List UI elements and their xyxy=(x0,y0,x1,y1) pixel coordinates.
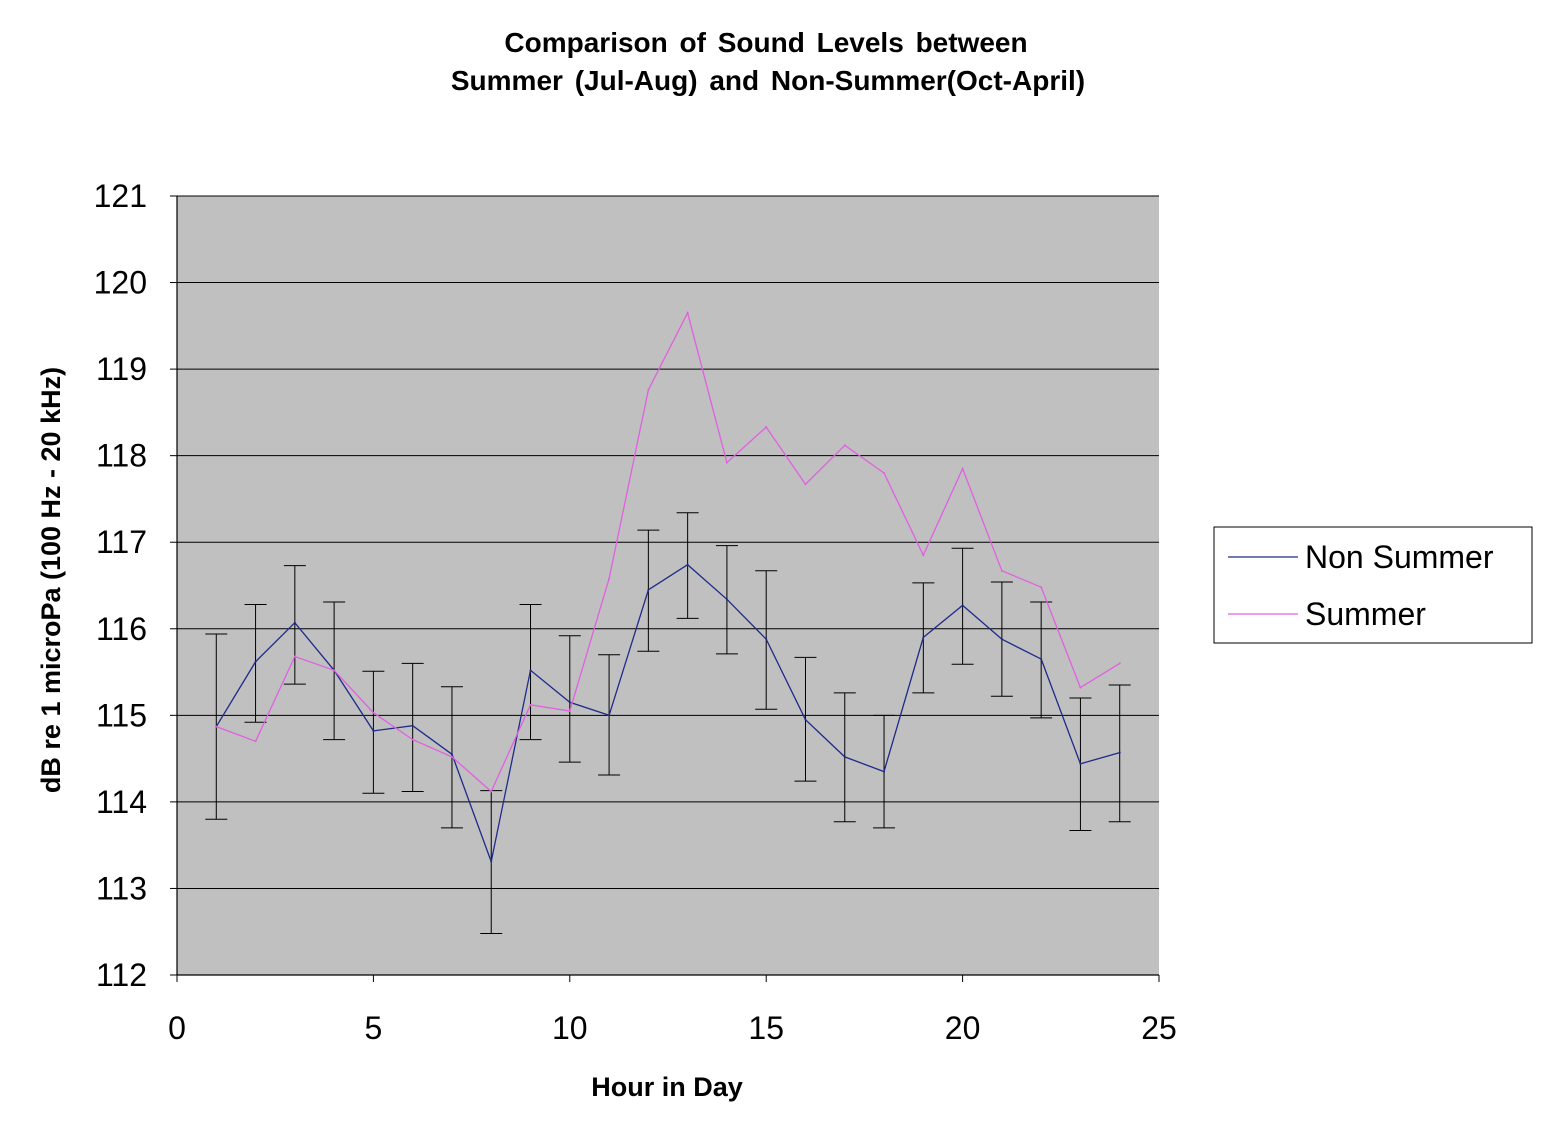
data-point xyxy=(608,714,611,717)
data-point xyxy=(529,703,532,706)
data-point xyxy=(686,311,689,314)
data-point xyxy=(1079,762,1082,765)
error-bar xyxy=(401,662,424,793)
data-point xyxy=(804,483,807,486)
y-tick-label: 112 xyxy=(96,957,147,993)
gridlines xyxy=(177,195,1159,889)
data-point xyxy=(411,738,414,741)
data-point xyxy=(843,444,846,447)
data-point xyxy=(1040,586,1043,589)
data-point xyxy=(490,790,493,793)
y-tick-label: 115 xyxy=(96,697,147,733)
data-point xyxy=(293,655,296,658)
data-point xyxy=(568,701,571,704)
data-point xyxy=(961,467,964,470)
data-point xyxy=(765,426,768,429)
chart-title-line1: Comparison of Sound Levels between xyxy=(504,27,1027,58)
data-point xyxy=(1118,662,1121,665)
x-tick-label: 5 xyxy=(365,1010,383,1046)
data-point xyxy=(843,755,846,758)
series-lines xyxy=(215,310,1121,864)
data-point xyxy=(922,554,925,557)
series-line-summer xyxy=(216,310,1121,793)
chart-title-line2: Summer (Jul-Aug) and Non-Summer(Oct-Apri… xyxy=(451,65,1085,96)
data-point xyxy=(372,711,375,714)
data-point xyxy=(608,577,611,580)
y-tick-label: 119 xyxy=(96,351,147,387)
data-point xyxy=(450,755,453,758)
y-tick-label: 120 xyxy=(94,265,147,301)
data-point xyxy=(804,718,807,721)
legend-box xyxy=(1213,526,1533,644)
error-bar xyxy=(244,604,267,723)
data-point xyxy=(1000,569,1003,572)
legend: Non Summer Summer xyxy=(1213,526,1533,644)
x-tick-label: 15 xyxy=(748,1010,784,1046)
data-point xyxy=(215,725,218,728)
x-tick-label: 20 xyxy=(945,1010,981,1046)
data-point xyxy=(1079,686,1082,689)
data-point xyxy=(647,388,650,391)
data-point xyxy=(883,770,886,773)
data-point xyxy=(922,636,925,639)
data-point xyxy=(450,753,453,756)
x-axis-title: Hour in Day xyxy=(591,1072,743,1102)
data-point xyxy=(1000,638,1003,641)
data-point xyxy=(529,669,532,672)
data-point xyxy=(1118,751,1121,754)
axes xyxy=(170,195,1160,982)
y-tick-label: 114 xyxy=(96,784,147,820)
data-point xyxy=(647,588,650,591)
data-point xyxy=(372,729,375,732)
error-bar xyxy=(283,565,306,685)
data-point xyxy=(411,724,414,727)
data-point xyxy=(254,660,257,663)
data-point xyxy=(568,710,571,713)
data-point xyxy=(333,669,336,672)
x-tick-labels: 0 5 10 15 20 25 xyxy=(168,1010,1177,1046)
data-point xyxy=(883,471,886,474)
legend-label-non-summer: Non Summer xyxy=(1305,539,1494,575)
error-bar xyxy=(362,670,385,794)
y-tick-label: 118 xyxy=(96,438,147,474)
y-axis-title: dB re 1 microPa (100 Hz - 20 kHz) xyxy=(36,367,66,793)
data-point xyxy=(1040,658,1043,661)
data-point xyxy=(725,461,728,464)
x-tick-label: 25 xyxy=(1141,1010,1177,1046)
y-tick-label: 121 xyxy=(94,178,147,214)
y-tick-label: 113 xyxy=(96,870,147,906)
y-tick-label: 117 xyxy=(96,524,147,560)
data-point xyxy=(765,638,768,641)
data-point xyxy=(961,604,964,607)
data-point xyxy=(686,563,689,566)
data-point xyxy=(725,598,728,601)
x-tick-label: 10 xyxy=(552,1010,588,1046)
plot-area xyxy=(177,196,1159,975)
data-point xyxy=(293,621,296,624)
legend-label-summer: Summer xyxy=(1305,596,1426,632)
error-bar xyxy=(558,635,581,763)
series-line-non-summer xyxy=(215,563,1120,864)
data-point xyxy=(490,860,493,863)
data-point xyxy=(254,740,257,743)
x-tick-label: 0 xyxy=(168,1010,186,1046)
y-tick-labels: 112 113 114 115 116 117 118 119 120 121 xyxy=(94,178,147,993)
y-tick-label: 116 xyxy=(96,611,147,647)
